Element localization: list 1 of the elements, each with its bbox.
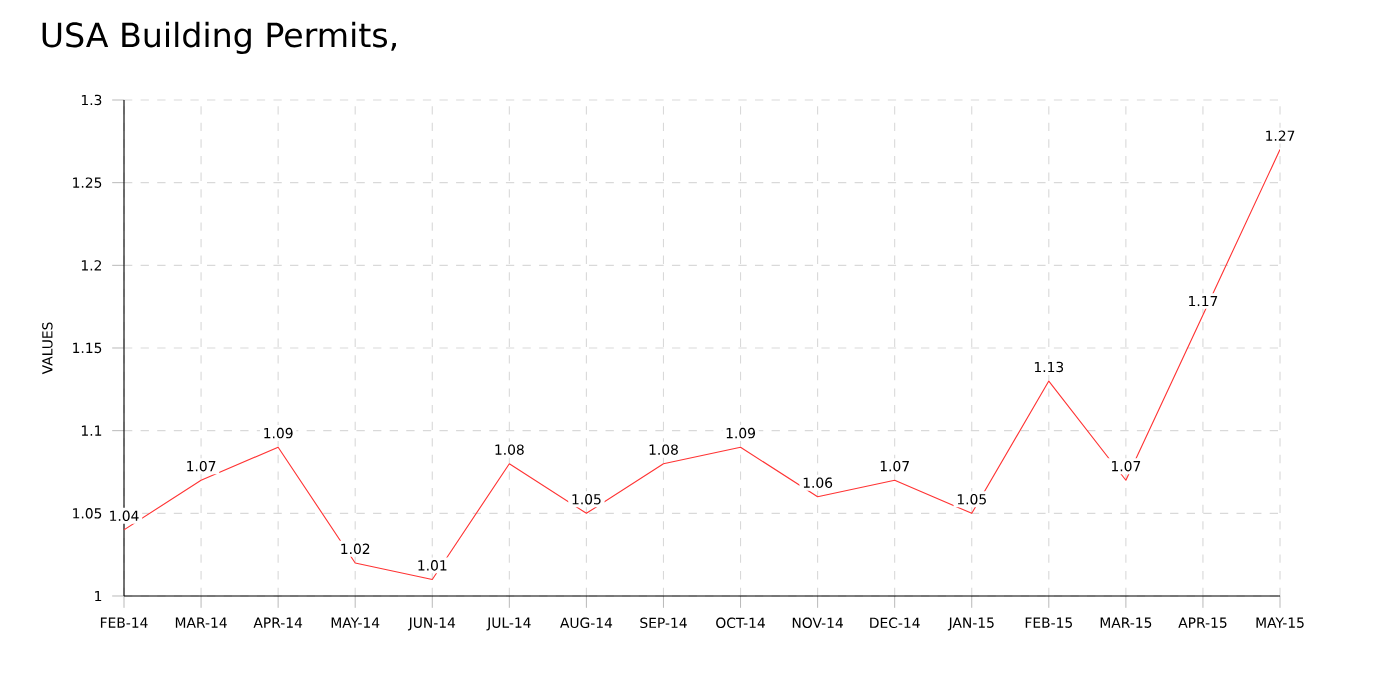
chart-title: USA Building Permits, — [42, 21, 396, 54]
